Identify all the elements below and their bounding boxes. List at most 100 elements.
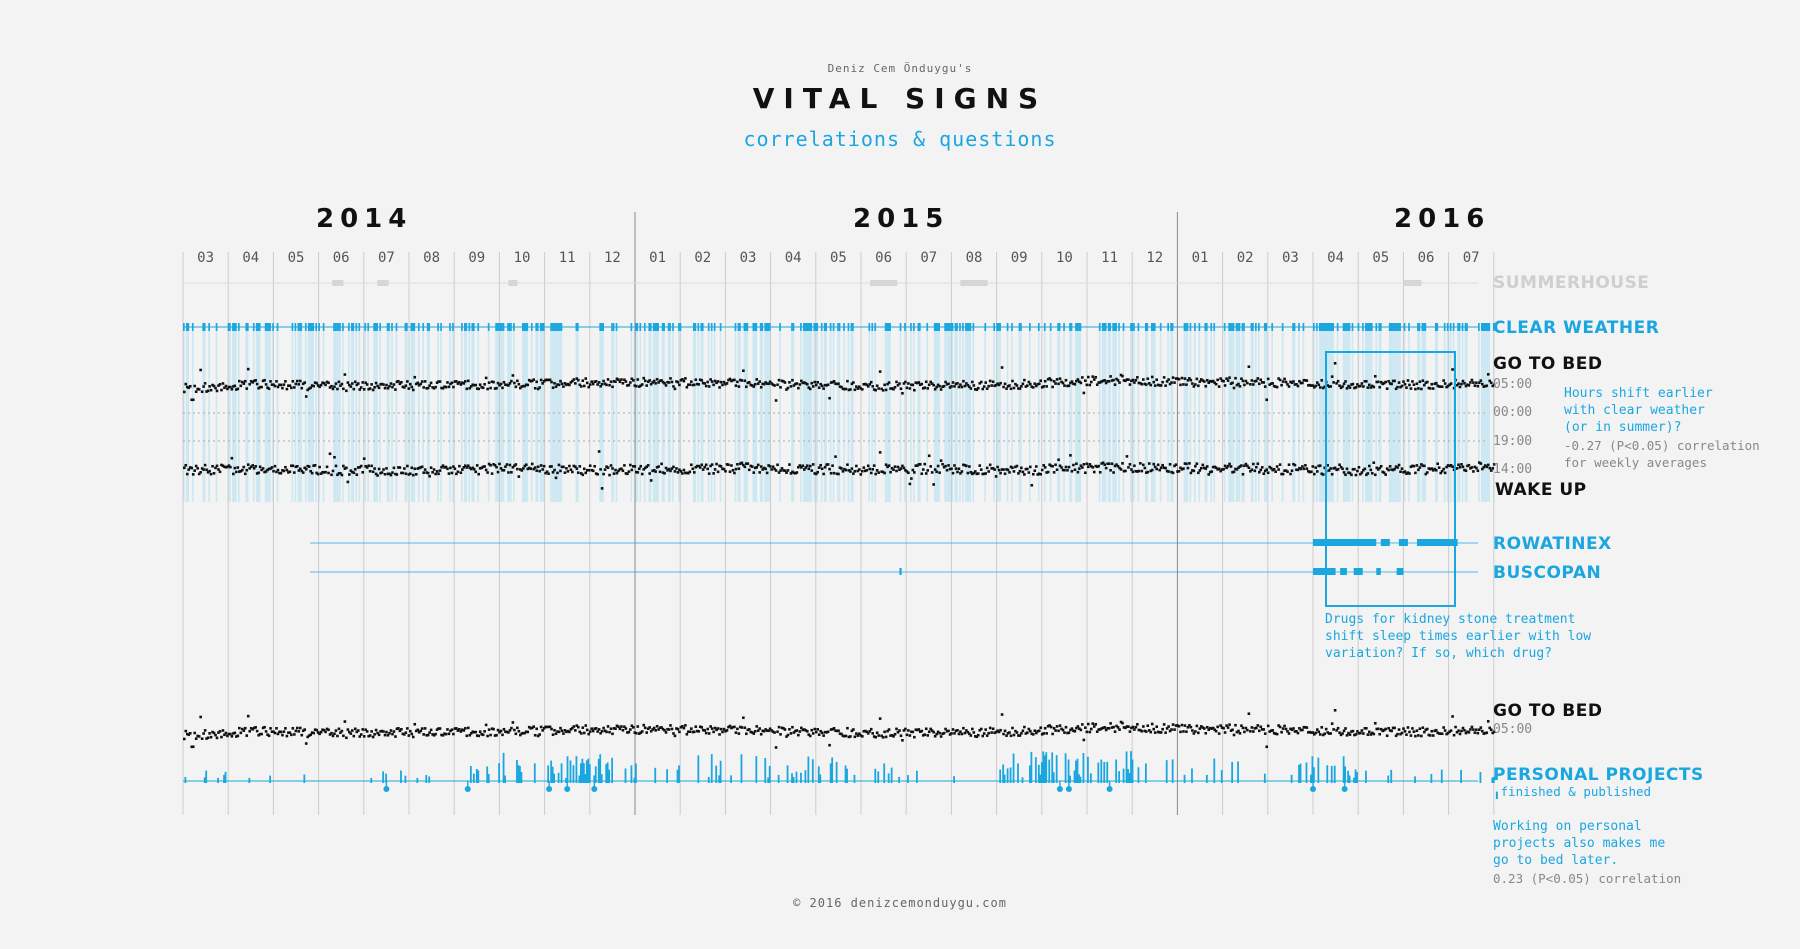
clear-weather-band bbox=[1198, 330, 1201, 502]
go-to-bed-dot bbox=[1336, 379, 1340, 383]
go-to-bed-dot-bottom bbox=[761, 729, 764, 733]
clear-weather-band bbox=[1403, 330, 1406, 502]
go-to-bed-dot-bottom bbox=[242, 729, 246, 732]
wake-up-dot bbox=[281, 469, 284, 472]
go-to-bed-dot bbox=[1064, 378, 1068, 382]
go-to-bed-dot bbox=[187, 386, 191, 390]
wake-up-dot bbox=[756, 463, 760, 467]
go-to-bed-dot bbox=[1445, 385, 1448, 389]
wake-up-dot bbox=[1418, 466, 1422, 469]
go-to-bed-dot-bottom bbox=[1411, 727, 1414, 730]
go-to-bed-dot-bottom bbox=[710, 727, 714, 730]
clear-weather-band bbox=[352, 330, 355, 502]
go-to-bed-dot-bottom bbox=[617, 725, 620, 729]
wake-up-dot bbox=[484, 468, 488, 472]
wake-up-dot bbox=[507, 471, 510, 474]
wake-up-dot bbox=[211, 464, 214, 468]
wake-up-dot bbox=[353, 467, 357, 471]
go-to-bed-dot bbox=[878, 370, 882, 373]
clear-weather-mark bbox=[918, 323, 921, 331]
wake-up-dot bbox=[459, 471, 463, 475]
go-to-bed-dot-bottom bbox=[841, 734, 845, 738]
clear-weather-mark bbox=[800, 323, 802, 331]
clear-weather-mark bbox=[701, 323, 704, 331]
wake-up-dot bbox=[544, 471, 547, 475]
go-to-bed-dot-bottom bbox=[184, 729, 188, 733]
go-to-bed-dot-bottom bbox=[715, 728, 718, 732]
go-to-bed-dot-bottom bbox=[643, 726, 647, 730]
go-to-bed-dot bbox=[1287, 385, 1291, 388]
clear-weather-band bbox=[755, 330, 758, 502]
go-to-bed-dot bbox=[944, 380, 947, 384]
wake-up-dot bbox=[590, 468, 593, 472]
go-to-bed-dot bbox=[1192, 385, 1196, 388]
go-to-bed-dot bbox=[1308, 383, 1312, 387]
wake-up-dot bbox=[852, 472, 855, 475]
go-to-bed-dot-bottom bbox=[1168, 729, 1172, 733]
go-to-bed-dot bbox=[1292, 380, 1295, 383]
clear-weather-mark bbox=[1235, 323, 1238, 331]
clear-weather-mark bbox=[337, 323, 340, 331]
clear-weather-band bbox=[1241, 330, 1244, 502]
go-to-bed-dot bbox=[1373, 374, 1377, 378]
go-to-bed-dot-bottom bbox=[953, 732, 956, 735]
go-to-bed-dot bbox=[429, 381, 433, 385]
wake-up-dot bbox=[661, 471, 665, 474]
go-to-bed-dot bbox=[971, 380, 974, 384]
wake-up-dot bbox=[1223, 464, 1227, 468]
wake-up-dot bbox=[188, 466, 192, 469]
go-to-bed-dot-bottom bbox=[1417, 734, 1420, 737]
clear-weather-band bbox=[611, 330, 613, 502]
wake-up-dot bbox=[1315, 470, 1319, 473]
go-to-bed-dot bbox=[1244, 379, 1248, 383]
project-bar bbox=[719, 760, 722, 783]
clear-weather-mark bbox=[246, 323, 249, 331]
project-bar bbox=[1052, 772, 1055, 783]
go-to-bed-dot bbox=[1266, 377, 1270, 381]
project-bar bbox=[1237, 761, 1239, 783]
clear-weather-mark bbox=[269, 323, 271, 331]
go-to-bed-dot bbox=[594, 380, 598, 383]
wake-up-dot bbox=[761, 468, 764, 471]
clear-weather-mark bbox=[871, 323, 874, 331]
go-to-bed-dot-bottom bbox=[785, 735, 788, 738]
go-to-bed-dot bbox=[440, 386, 443, 390]
clear-weather-mark bbox=[422, 323, 425, 331]
go-to-bed-dot bbox=[480, 385, 483, 389]
clear-weather-mark bbox=[1345, 323, 1348, 331]
clear-weather-mark bbox=[968, 323, 970, 331]
go-to-bed-dot-bottom bbox=[1058, 724, 1062, 727]
project-bar bbox=[1290, 774, 1293, 783]
go-to-bed-dot bbox=[193, 384, 197, 388]
go-to-bed-dot bbox=[767, 382, 770, 386]
clear-weather-band bbox=[803, 330, 805, 502]
go-to-bed-dot-bottom bbox=[813, 727, 817, 731]
wake-up-dot bbox=[380, 471, 384, 474]
go-to-bed-dot bbox=[1479, 379, 1483, 382]
go-to-bed-dot-bottom bbox=[642, 723, 646, 727]
wake-up-dot bbox=[1144, 471, 1148, 474]
go-to-bed-dot bbox=[813, 380, 817, 384]
go-to-bed-dot bbox=[719, 380, 723, 384]
clear-weather-mark bbox=[554, 323, 557, 331]
go-to-bed-dot-bottom bbox=[1341, 732, 1344, 735]
go-to-bed-dot-bottom bbox=[700, 726, 704, 729]
go-to-bed-dot bbox=[907, 382, 910, 385]
go-to-bed-dot-bottom bbox=[1081, 723, 1084, 726]
clear-weather-band bbox=[707, 330, 710, 502]
wake-up-dot bbox=[777, 471, 781, 474]
go-to-bed-dot bbox=[261, 379, 265, 383]
wake-up-dot bbox=[698, 466, 702, 469]
go-to-bed-dot bbox=[1124, 379, 1127, 383]
wake-up-dot bbox=[1186, 466, 1190, 470]
go-to-bed-dot-bottom bbox=[685, 732, 689, 736]
wake-up-dot bbox=[450, 471, 454, 475]
go-to-bed-dot bbox=[446, 381, 449, 384]
clear-weather-mark bbox=[1153, 323, 1156, 331]
go-to-bed-dot bbox=[664, 384, 668, 387]
go-to-bed-dot bbox=[889, 387, 892, 390]
wake-up-dot bbox=[254, 464, 257, 468]
wake-up-dot bbox=[1434, 468, 1438, 472]
go-to-bed-dot bbox=[260, 385, 263, 389]
go-to-bed-dot-bottom bbox=[679, 725, 683, 729]
